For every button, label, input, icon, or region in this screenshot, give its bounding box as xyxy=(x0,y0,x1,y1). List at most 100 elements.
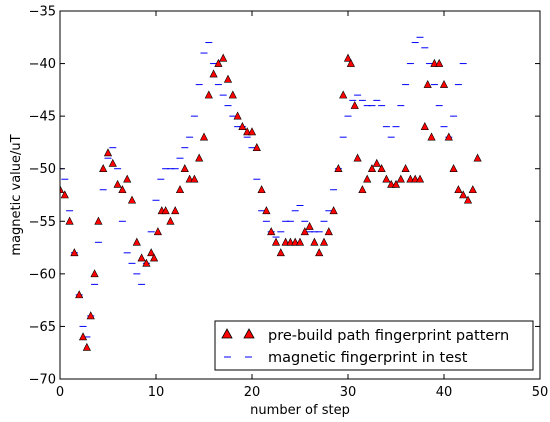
prebuild-point xyxy=(449,164,458,173)
prebuild-point xyxy=(276,248,285,257)
prebuild-point xyxy=(190,174,199,183)
y-tick-label: −50 xyxy=(29,162,56,177)
prebuild-point xyxy=(103,148,113,157)
legend-label-prebuild: pre-build path fingerprint pattern xyxy=(268,328,509,344)
prebuild-point xyxy=(444,132,453,141)
prebuild-point xyxy=(329,206,338,215)
prebuild-point xyxy=(153,227,163,236)
x-tick-label: 30 xyxy=(340,385,357,400)
prebuild-point xyxy=(82,342,91,351)
x-tick-label: 0 xyxy=(56,385,64,400)
prebuild-point xyxy=(123,174,132,183)
prebuild-point xyxy=(161,206,170,215)
prebuild-point xyxy=(233,111,242,120)
prebuild-point xyxy=(175,185,185,194)
prebuild-point xyxy=(137,253,146,262)
prebuild-point xyxy=(166,216,175,225)
prebuild-point xyxy=(350,100,359,109)
prebuild-point xyxy=(454,185,463,194)
prebuild-point xyxy=(339,90,348,99)
prebuild-point xyxy=(295,237,305,246)
y-tick-label: −55 xyxy=(29,215,56,230)
prebuild-point xyxy=(305,221,314,230)
prebuild-point xyxy=(315,248,324,257)
prebuild-point xyxy=(334,164,343,173)
y-axis-label: magnetic value/uT xyxy=(9,134,24,255)
prebuild-point xyxy=(257,185,266,194)
prebuild-point xyxy=(195,153,204,162)
prebuild-point xyxy=(60,185,65,194)
prebuild-point xyxy=(171,206,180,215)
prebuild-point xyxy=(358,185,367,194)
prebuild-point xyxy=(65,216,74,225)
x-tick-label: 10 xyxy=(148,385,165,400)
prebuild-point xyxy=(228,90,237,99)
prebuild-point xyxy=(180,164,189,173)
legend-label-test: magnetic fingerprint in test xyxy=(268,350,468,366)
prebuild-point xyxy=(343,53,353,62)
prebuild-point xyxy=(132,237,141,246)
prebuild-point xyxy=(427,132,436,141)
prebuild-point xyxy=(214,58,223,67)
prebuild-point xyxy=(262,206,271,215)
prebuild-point xyxy=(204,90,213,99)
y-tick-label: −65 xyxy=(29,320,56,335)
y-tick-label: −60 xyxy=(29,267,56,282)
prebuild-point xyxy=(238,122,247,130)
prebuild-point xyxy=(415,174,425,183)
prebuild-point xyxy=(247,127,257,136)
legend: pre-build path fingerprint pattern magne… xyxy=(214,320,534,371)
x-tick-label: 20 xyxy=(244,385,261,400)
x-tick-label: 50 xyxy=(532,385,549,400)
prebuild-point xyxy=(223,74,233,83)
prebuild-point xyxy=(94,216,103,225)
prebuild-point xyxy=(423,79,432,88)
prebuild-point xyxy=(473,153,482,162)
prebuild-point xyxy=(142,258,151,267)
prebuild-point xyxy=(219,53,228,62)
prebuild-point xyxy=(99,164,108,173)
prebuild-point xyxy=(367,164,377,173)
prebuild-point xyxy=(90,269,99,278)
y-tick-label: −40 xyxy=(29,57,56,72)
prebuild-point xyxy=(199,132,209,141)
prebuild-point xyxy=(459,190,468,199)
prebuild-point xyxy=(391,179,401,188)
prebuild-point xyxy=(70,248,79,257)
y-tick-label: −45 xyxy=(29,110,56,125)
series-layer xyxy=(60,36,482,351)
prebuild-point xyxy=(319,237,329,246)
prebuild-point xyxy=(435,58,444,67)
prebuild-point xyxy=(60,190,69,199)
prebuild-point xyxy=(149,253,159,262)
plot-frame xyxy=(59,10,541,380)
prebuild-point xyxy=(363,174,372,183)
prebuild-point xyxy=(147,248,156,257)
prebuild-point xyxy=(271,237,281,246)
prebuild-point xyxy=(346,58,355,67)
legend-box xyxy=(214,320,534,371)
prebuild-point xyxy=(108,158,117,167)
prebuild-point xyxy=(377,164,386,173)
prebuild-point xyxy=(324,227,333,236)
legend-marker-triangle-1 xyxy=(221,328,233,339)
x-tick-label: 40 xyxy=(436,385,453,400)
prebuild-point xyxy=(267,227,276,236)
axis-layer: 0 10 20 30 40 50 −35 −40 −45 −50 −55 −60 −65 −70 xyxy=(29,5,549,401)
prebuild-point xyxy=(78,332,88,341)
y-tick-label: −70 xyxy=(29,373,56,388)
prebuild-point xyxy=(439,79,449,88)
prebuild-point xyxy=(310,237,319,246)
prebuild-point xyxy=(118,185,127,194)
prebuild-point xyxy=(396,174,405,183)
prebuild-point xyxy=(113,179,122,188)
prebuild-point xyxy=(382,174,391,183)
prebuild-point xyxy=(86,311,95,320)
prebuild-point xyxy=(300,227,309,236)
prebuild-point xyxy=(209,69,218,78)
x-axis-label: number of step xyxy=(250,403,350,418)
prebuild-point xyxy=(75,290,84,299)
prebuild-point xyxy=(372,158,381,167)
prebuild-point xyxy=(353,153,362,162)
